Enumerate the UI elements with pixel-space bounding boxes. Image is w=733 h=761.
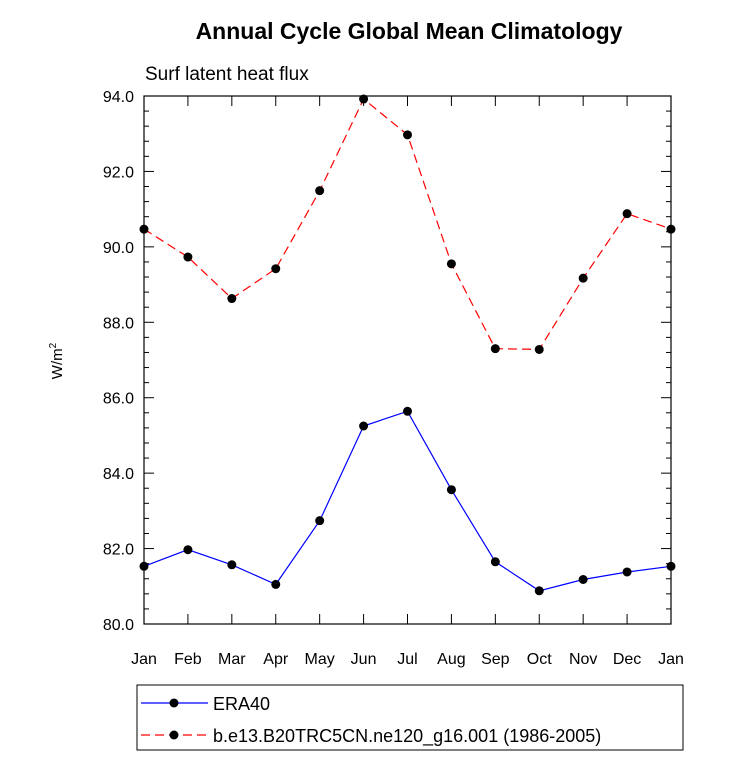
data-point-0-3 xyxy=(271,579,281,589)
series-layer xyxy=(139,94,676,596)
x-tick-label: Apr xyxy=(263,651,289,668)
legend-marker-era40 xyxy=(169,698,179,708)
legend: ERA40 b.e13.B20TRC5CN.ne120_g16.001 (198… xyxy=(136,684,684,751)
x-axis: Jan Feb Mar Apr May Jun Jul Aug Sep Oct Nov Dec Jan xyxy=(131,96,684,668)
legend-marker-model xyxy=(169,730,179,740)
x-tick-label: Jul xyxy=(397,651,417,668)
data-point-1-12 xyxy=(666,224,676,234)
x-tick-label: May xyxy=(305,651,335,668)
data-point-1-2 xyxy=(227,294,237,304)
data-point-0-10 xyxy=(578,574,588,584)
x-tick-label: Jun xyxy=(351,651,377,668)
data-point-0-9 xyxy=(534,586,544,596)
legend-box xyxy=(136,684,684,751)
data-point-1-1 xyxy=(183,252,193,262)
y-tick-label: 84.0 xyxy=(103,466,134,483)
data-point-0-6 xyxy=(403,406,412,416)
y-axis: 80.0 82.0 84.0 86.0 88.0 90.0 92.0 94.0 xyxy=(103,89,671,634)
y-tick-label: 80.0 xyxy=(103,617,134,634)
data-point-1-6 xyxy=(403,130,412,140)
data-point-1-11 xyxy=(622,209,632,219)
x-tick-label: Feb xyxy=(174,651,202,668)
series-line-0 xyxy=(143,410,672,592)
data-point-1-3 xyxy=(271,264,281,274)
data-point-1-10 xyxy=(578,273,588,283)
x-tick-label: Mar xyxy=(218,651,246,668)
y-tick-label: 90.0 xyxy=(103,240,134,257)
data-point-0-2 xyxy=(227,560,237,570)
plot-frame xyxy=(143,95,672,625)
x-tick-label: Jan xyxy=(658,651,684,668)
data-point-0-12 xyxy=(666,561,676,571)
chart-subtitle: Surf latent heat flux xyxy=(145,64,309,85)
data-point-1-8 xyxy=(490,344,500,354)
y-axis-label: W/m2 xyxy=(48,342,66,379)
data-point-1-7 xyxy=(446,259,456,269)
y-tick-label: 88.0 xyxy=(103,315,134,332)
x-tick-label: Aug xyxy=(437,651,465,668)
legend-label-era40: ERA40 xyxy=(213,694,270,714)
y-tick-label: 92.0 xyxy=(103,164,134,181)
data-point-1-5 xyxy=(359,94,369,104)
y-tick-label: 94.0 xyxy=(103,89,134,106)
x-tick-label: Nov xyxy=(569,651,597,668)
data-point-0-4 xyxy=(315,516,325,526)
data-point-1-4 xyxy=(315,186,325,196)
data-point-0-8 xyxy=(490,557,500,567)
x-tick-label: Sep xyxy=(481,651,510,668)
y-tick-label: 82.0 xyxy=(103,542,134,559)
data-point-0-0 xyxy=(139,561,149,571)
data-point-0-11 xyxy=(622,567,632,577)
x-tick-label: Jan xyxy=(131,651,157,668)
x-tick-label: Oct xyxy=(527,651,552,668)
data-point-1-9 xyxy=(534,344,544,354)
data-point-0-5 xyxy=(359,421,369,431)
legend-entry-model: b.e13.B20TRC5CN.ne120_g16.001 (1986-2005… xyxy=(141,726,601,747)
legend-entry-era40: ERA40 xyxy=(141,694,270,714)
x-tick-label: Dec xyxy=(613,651,641,668)
chart-title: Annual Cycle Global Mean Climatology xyxy=(196,18,623,44)
data-point-1-0 xyxy=(139,224,149,234)
y-tick-label: 86.0 xyxy=(103,391,134,408)
legend-label-model: b.e13.B20TRC5CN.ne120_g16.001 (1986-2005… xyxy=(213,726,601,747)
data-point-0-1 xyxy=(183,545,193,555)
plot-area: 80.0 82.0 84.0 86.0 88.0 90.0 92.0 94.0 Jan Feb M… xyxy=(103,89,684,668)
data-point-0-7 xyxy=(446,485,456,495)
